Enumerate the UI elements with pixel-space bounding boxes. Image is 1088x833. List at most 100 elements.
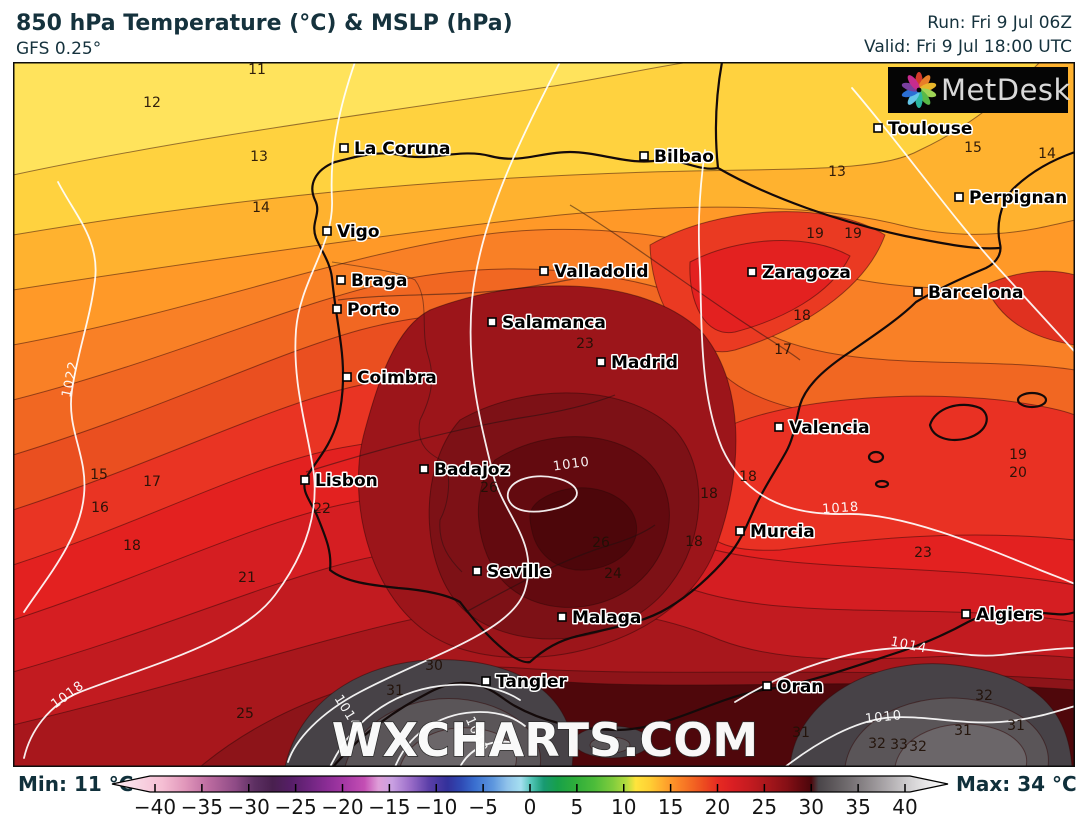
city-marker: [747, 267, 757, 277]
temp-contour-label: 16: [91, 500, 109, 516]
temp-contour-label: 19: [806, 226, 824, 242]
city-marker: [735, 526, 745, 536]
temp-contour-label: 23: [576, 336, 594, 352]
city-label: Badajoz: [434, 460, 510, 480]
colorbar-tick-label: −35: [181, 795, 223, 819]
colorbar-tick-label: 0: [524, 795, 537, 819]
temp-contour-label: 26: [480, 480, 498, 496]
colorbar: Min: 11 °C Max: 34 °C −40 −35 −30 −25 −20 −15…: [18, 772, 1077, 819]
colorbar-tick-label: −20: [321, 795, 363, 819]
temp-contour-label: 18: [793, 308, 811, 324]
temp-contour-label: 18: [700, 486, 718, 502]
temp-contour-label: 19: [844, 226, 862, 242]
city-label: Madrid: [611, 353, 678, 373]
city-marker: [419, 464, 429, 474]
temp-contour-label: 25: [236, 706, 254, 722]
city-label: Valladolid: [554, 262, 649, 282]
temp-contour-label: 26: [592, 535, 610, 551]
city-label: Algiers: [976, 605, 1043, 625]
city-label: Salamanca: [502, 313, 606, 333]
city-label: Toulouse: [888, 119, 972, 139]
city-marker: [639, 151, 649, 161]
city-label: Malaga: [572, 608, 641, 628]
city-marker: [913, 287, 923, 297]
city-marker: [472, 566, 482, 576]
temp-contour-label: 13: [250, 149, 268, 165]
city-label: Tangier: [496, 672, 568, 692]
temp-contour-label: 17: [774, 342, 792, 358]
city-label: Zaragoza: [762, 263, 851, 283]
city-label: Porto: [347, 300, 399, 320]
colorbar-tick-label: 35: [845, 795, 870, 819]
colorbar-max-label: Max: 34 °C: [956, 772, 1077, 796]
city-marker: [539, 266, 549, 276]
temp-contour-label: 14: [1038, 146, 1056, 162]
page-title: 850 hPa Temperature (°C) & MSLP (hPa): [16, 11, 513, 36]
temp-contour-label: 21: [238, 570, 256, 586]
temp-contour-label: 11: [248, 62, 266, 78]
city-marker: [557, 612, 567, 622]
temperature-labels-layer: 11 12 13 14 13 15 14 19 19 18 17 15 17 16 18 21 22 23 26 26…: [90, 62, 1056, 755]
city-marker: [487, 317, 497, 327]
temp-contour-label: 24: [604, 566, 622, 582]
temp-contour-label: 18: [685, 534, 703, 550]
city-marker: [873, 123, 883, 133]
colorbar-tick-label: 10: [611, 795, 636, 819]
temp-contour-label: 18: [739, 469, 757, 485]
city-marker: [342, 372, 352, 382]
city-label: Murcia: [750, 522, 815, 542]
temp-contour-label: 33: [890, 737, 908, 753]
colorbar-tick-label: 40: [892, 795, 917, 819]
colorbar-tick-label: −5: [468, 795, 497, 819]
city-marker: [322, 226, 332, 236]
city-marker: [961, 609, 971, 619]
city-marker: [762, 681, 772, 691]
temp-contour-label: 15: [90, 467, 108, 483]
pressure-contour-label: 1010: [864, 708, 902, 727]
colorbar-tick-label: −30: [228, 795, 270, 819]
temp-contour-label: 17: [143, 474, 161, 490]
metdesk-logo: MetDesk: [888, 67, 1071, 113]
watermark-text: WXCHARTS.COM: [332, 713, 758, 767]
cities-layer: La Coruna Bilbao Toulouse Perpignan Vigo Brag…: [300, 118, 1069, 699]
city-label: Oran: [777, 677, 823, 697]
weather-map: 11 12 13 14 13 15 14 19 19 18 17 15 17 16 18 21 22 23 26 26…: [13, 62, 1075, 767]
colorbar-tick-label: −10: [415, 795, 457, 819]
colorbar-tick-label: 30: [799, 795, 824, 819]
city-marker: [774, 422, 784, 432]
colorbar-tick-label: −40: [134, 795, 176, 819]
temp-contour-label: 31: [1007, 718, 1025, 734]
city-label: Lisbon: [315, 471, 378, 491]
run-label: Run: Fri 9 Jul 06Z: [927, 13, 1072, 33]
temp-contour-label: 31: [386, 683, 404, 699]
city-label: Valencia: [789, 418, 870, 438]
colorbar-tick-label: 20: [705, 795, 730, 819]
temp-contour-label: 13: [828, 164, 846, 180]
colorbar-tick-label: 5: [571, 795, 584, 819]
coastlines: [303, 62, 1075, 767]
temp-contour-label: 18: [123, 538, 141, 554]
city-marker: [596, 357, 606, 367]
city-marker: [300, 475, 310, 485]
temp-contour-label: 20: [1009, 465, 1027, 481]
colorbar-ticks: −40 −35 −30 −25 −20 −15 −10 −5 0 5 10 15 20 25 30 35 40: [134, 784, 918, 819]
temp-contour-label: 31: [954, 723, 972, 739]
colorbar-tick-label: −15: [368, 795, 410, 819]
colorbar-tick-label: 25: [752, 795, 777, 819]
metdesk-pinwheel-icon: [901, 72, 937, 108]
city-label: Vigo: [337, 222, 380, 242]
city-label: Perpignan: [969, 188, 1067, 208]
city-label: Seville: [487, 562, 551, 582]
temp-contour-label: 14: [252, 200, 270, 216]
temp-contour-label: 12: [143, 95, 161, 111]
city-marker: [954, 192, 964, 202]
city-marker: [481, 676, 491, 686]
header: 850 hPa Temperature (°C) & MSLP (hPa) GF…: [16, 11, 1072, 59]
colorbar-tick-label: −25: [275, 795, 317, 819]
city-marker: [336, 275, 346, 285]
metdesk-logo-text: MetDesk: [941, 73, 1071, 107]
city-label: Bilbao: [654, 147, 714, 167]
temp-contour-label: 15: [964, 140, 982, 156]
city-marker: [332, 304, 342, 314]
